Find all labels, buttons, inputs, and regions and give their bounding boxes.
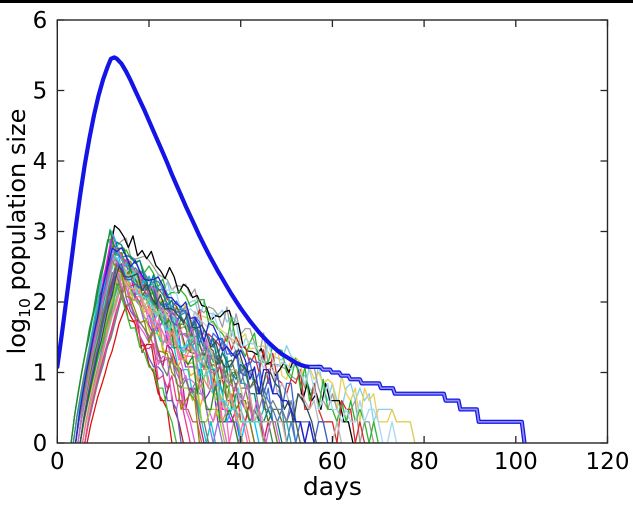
y-tick-label: 3 — [33, 220, 48, 246]
x-tick-label: 80 — [409, 449, 438, 475]
y-tick-label: 2 — [33, 290, 48, 316]
x-tick-label: 100 — [494, 449, 538, 475]
y-tick-label: 0 — [33, 431, 48, 457]
y-tick-label: 4 — [33, 149, 48, 175]
stochastic-trajectory — [74, 247, 328, 443]
x-tick-label: 40 — [226, 449, 255, 475]
stochastic-trajectory — [74, 272, 218, 443]
y-axis-label-subscript: 10 — [16, 298, 34, 318]
stochastic-trajectory — [84, 292, 195, 443]
x-tick-label: 0 — [50, 449, 65, 475]
stochastic-trajectory — [77, 246, 282, 443]
window-top-border — [0, 0, 633, 3]
x-tick-label: 20 — [134, 449, 163, 475]
y-axis-label-rest: population size — [3, 109, 31, 299]
y-axis-label: log10 population size — [3, 109, 34, 355]
stochastic-trajectory — [77, 254, 269, 443]
stochastic-trajectory — [79, 284, 178, 443]
stochastic-trajectory — [81, 268, 406, 443]
x-tick-label: 60 — [318, 449, 347, 475]
stochastic-trajectory — [70, 230, 241, 443]
curves-layer — [57, 55, 527, 443]
x-tick-label: 120 — [586, 449, 630, 475]
axes-layer: 0 20 40 60 80 100 120 0 1 2 3 4 5 6 — [33, 8, 630, 475]
plot-frame — [56, 19, 609, 444]
y-tick-label: 1 — [33, 361, 48, 387]
y-tick-label: 5 — [33, 79, 48, 105]
x-axis-label: days — [303, 472, 362, 501]
y-tick-label: 6 — [33, 8, 48, 34]
stochastic-trajectory — [79, 277, 434, 443]
y-axis-label-prefix: log — [3, 318, 31, 355]
deterministic-curve-tail-core — [309, 366, 526, 443]
stochastic-trajectory — [86, 304, 182, 443]
